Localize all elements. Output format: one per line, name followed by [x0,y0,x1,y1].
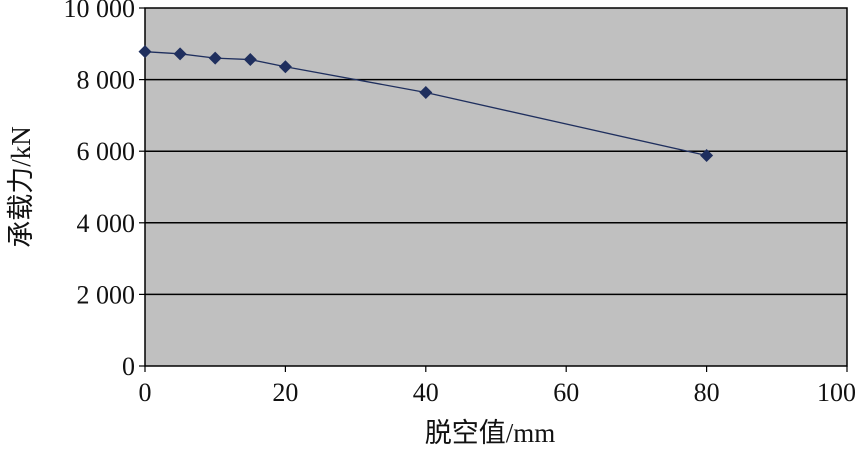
y-tick-label: 4 000 [77,209,136,238]
plot-area [144,7,848,367]
label-layer: 0 2 000 4 000 6 000 8 000 10 000 0 20 40 60 80 100 [64,0,857,407]
x-tick-label: 0 [139,378,152,407]
x-tick-label: 60 [553,378,579,407]
data-point [700,148,714,162]
x-tick-label: 80 [694,378,720,407]
y-tick-label: 0 [122,352,135,381]
data-point [243,53,257,67]
series-layer [138,45,714,162]
data-point [138,45,152,59]
data-point [173,47,187,61]
grid-layer [145,78,847,296]
y-axis-title: 承载力/kN [6,126,36,248]
data-point [278,60,292,74]
axis-layer [139,7,848,372]
x-tick-label: 20 [272,378,298,407]
y-tick-label: 2 000 [77,280,136,309]
y-tick-label: 10 000 [64,0,136,23]
y-tick-label: 6 000 [77,137,136,166]
x-axis-title: 脱空值/mm [425,418,556,447]
data-point [208,51,222,65]
data-point [419,85,433,99]
x-tick-label: 100 [817,378,856,407]
x-tick-label: 40 [413,378,439,407]
y-tick-label: 8 000 [77,66,136,95]
